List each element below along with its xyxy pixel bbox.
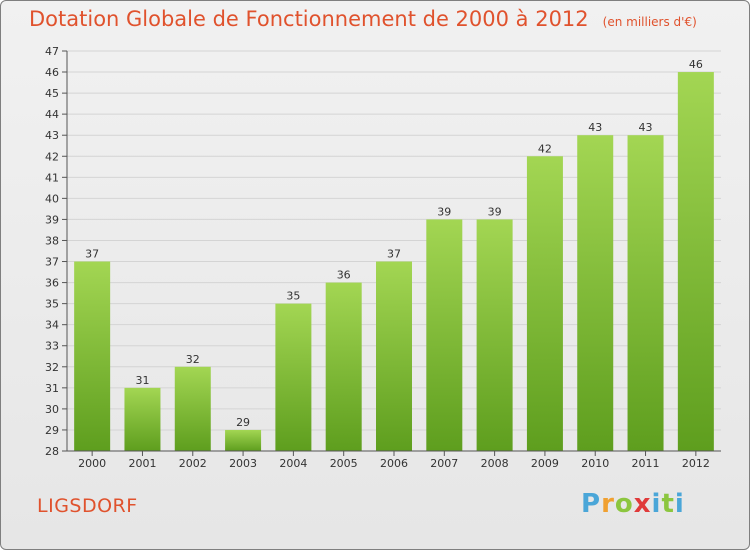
y-tick-label: 43: [45, 129, 59, 142]
x-tick-label-2005: 2005: [330, 457, 358, 470]
y-tick-label: 36: [45, 277, 59, 290]
y-tick-label: 31: [45, 382, 59, 395]
data-label-2010: 43: [588, 121, 602, 134]
y-tick-label: 42: [45, 150, 59, 163]
x-tick-label-2011: 2011: [632, 457, 660, 470]
y-tick-label: 40: [45, 192, 59, 205]
data-label-2012: 46: [689, 58, 703, 71]
x-tick-label-2009: 2009: [531, 457, 559, 470]
data-label-2000: 37: [85, 248, 99, 261]
y-tick-label: 32: [45, 361, 59, 374]
bar-2000: [74, 261, 111, 451]
bar-2003: [225, 429, 262, 451]
bar-2011: [627, 135, 664, 452]
title-unit: (en milliers d'€): [602, 15, 697, 29]
commune-name: LIGSDORF: [37, 495, 138, 517]
data-label-2008: 39: [488, 205, 502, 218]
bar-2004: [275, 303, 312, 451]
bar-2005: [325, 282, 362, 451]
bar-2008: [476, 219, 513, 451]
x-tick-label-2003: 2003: [229, 457, 257, 470]
y-tick-label: 46: [45, 66, 59, 79]
title-text: Dotation Globale de Fonctionnement de 20…: [29, 7, 589, 31]
x-tick-label-2006: 2006: [380, 457, 408, 470]
x-tick-label-2002: 2002: [179, 457, 207, 470]
data-label-2011: 43: [639, 121, 653, 134]
bar-2006: [376, 261, 412, 451]
y-tick-label: 35: [45, 298, 59, 311]
y-tick-label: 41: [45, 171, 59, 184]
y-tick-label: 47: [45, 45, 59, 58]
bars: 37 31 32 29 35 36 37 39 39 42 43 43 46: [74, 58, 714, 452]
data-label-2002: 32: [186, 353, 200, 366]
bar-2012: [677, 72, 714, 451]
chart-title: Dotation Globale de Fonctionnement de 20…: [29, 7, 697, 31]
data-label-2006: 37: [387, 248, 401, 261]
x-tick-label-2007: 2007: [430, 457, 458, 470]
y-tick-label: 34: [45, 319, 59, 332]
y-tick-label: 45: [45, 87, 59, 100]
bar-2007: [426, 219, 463, 451]
y-tick-label: 44: [45, 108, 59, 121]
y-tick-label: 29: [45, 424, 59, 437]
data-label-2005: 36: [337, 269, 351, 282]
x-tick-label-2000: 2000: [78, 457, 106, 470]
y-tick-label: 38: [45, 234, 59, 247]
data-label-2003: 29: [236, 416, 250, 429]
y-tick-label: 33: [45, 340, 59, 353]
y-axis: 28 29 30 31 32 33 34 35 36 37 38 39 40 41 42 43 44 45 46 47: [45, 45, 68, 458]
x-tick-label-2010: 2010: [581, 457, 609, 470]
bar-2002: [174, 366, 211, 451]
bar-2009: [526, 156, 563, 451]
y-tick-label: 30: [45, 403, 59, 416]
y-tick-label: 39: [45, 213, 59, 226]
y-tick-label: 37: [45, 256, 59, 269]
proxiti-logo: Proxiti: [581, 489, 685, 519]
y-tick-label: 28: [45, 445, 59, 458]
bar-2010: [577, 135, 614, 452]
data-label-2009: 42: [538, 142, 552, 155]
x-axis: 2000 2001 2002 2003 2004 2005 2006 2007 2008 2009…: [67, 450, 721, 470]
x-tick-label-2001: 2001: [128, 457, 156, 470]
x-tick-label-2004: 2004: [279, 457, 307, 470]
data-label-2004: 35: [286, 290, 300, 303]
data-label-2001: 31: [135, 374, 149, 387]
x-tick-label-2012: 2012: [682, 457, 710, 470]
x-tick-label-2008: 2008: [481, 457, 509, 470]
bar-2001: [124, 387, 161, 451]
data-label-2007: 39: [437, 205, 451, 218]
